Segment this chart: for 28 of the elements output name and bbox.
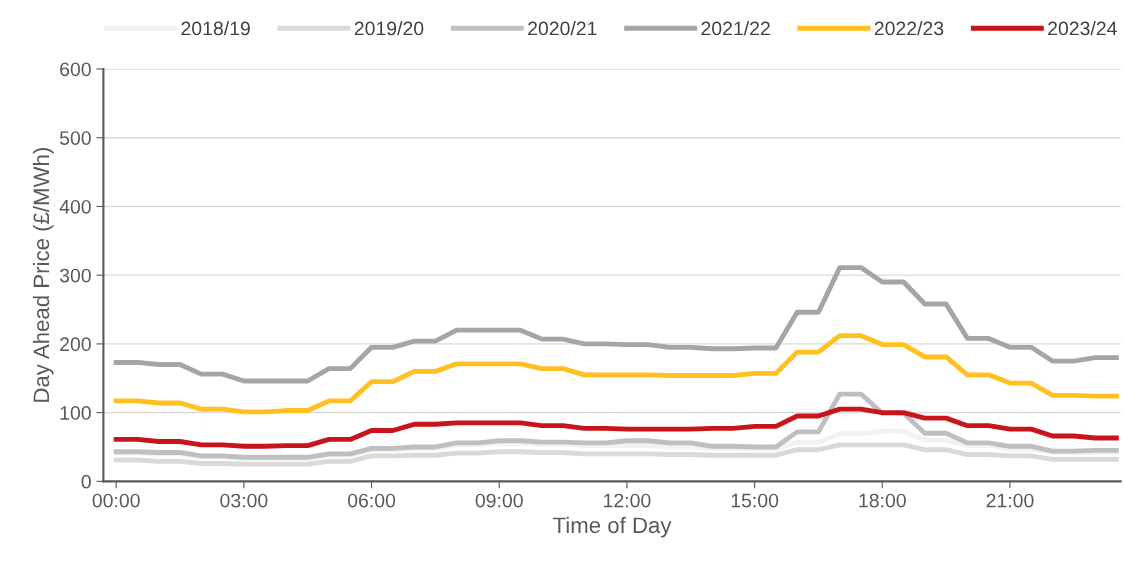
- y-axis-title: Day Ahead Price (£/MWh): [32, 148, 54, 402]
- y-tick-label: 0: [81, 474, 91, 489]
- y-tick-label: 100: [60, 406, 91, 420]
- x-tick-label: 09:00: [475, 493, 523, 508]
- x-tick-label: 06:00: [347, 493, 396, 508]
- y-tick-label: 600: [60, 62, 91, 77]
- legend-label: 2022/23: [874, 21, 944, 36]
- legend-label: 2018/19: [181, 21, 250, 36]
- x-tick-label: 03:00: [220, 493, 268, 508]
- x-axis-title: Time of Day: [553, 516, 672, 538]
- y-tick-label: 400: [59, 199, 91, 214]
- x-tick-label: 18:00: [859, 493, 906, 508]
- legend-label: 2023/24: [1048, 21, 1117, 36]
- y-tick-label: 300: [59, 268, 91, 283]
- line-series: [113, 333, 1119, 415]
- line-series: [113, 406, 1119, 449]
- line-series: [113, 265, 1119, 384]
- x-tick-label: 21:00: [986, 493, 1034, 508]
- legend-label: 2021/22: [701, 21, 770, 36]
- y-tick-label: 500: [59, 131, 91, 145]
- x-tick-label: 12:00: [604, 493, 651, 508]
- legend-label: 2019/20: [354, 21, 424, 36]
- line-series: [113, 391, 1119, 460]
- x-tick-label: 00:00: [92, 493, 140, 508]
- y-tick-label: 200: [60, 337, 91, 352]
- x-tick-label: 15:00: [731, 493, 779, 508]
- line-series: [113, 442, 1119, 467]
- legend-label: 2020/21: [528, 21, 597, 36]
